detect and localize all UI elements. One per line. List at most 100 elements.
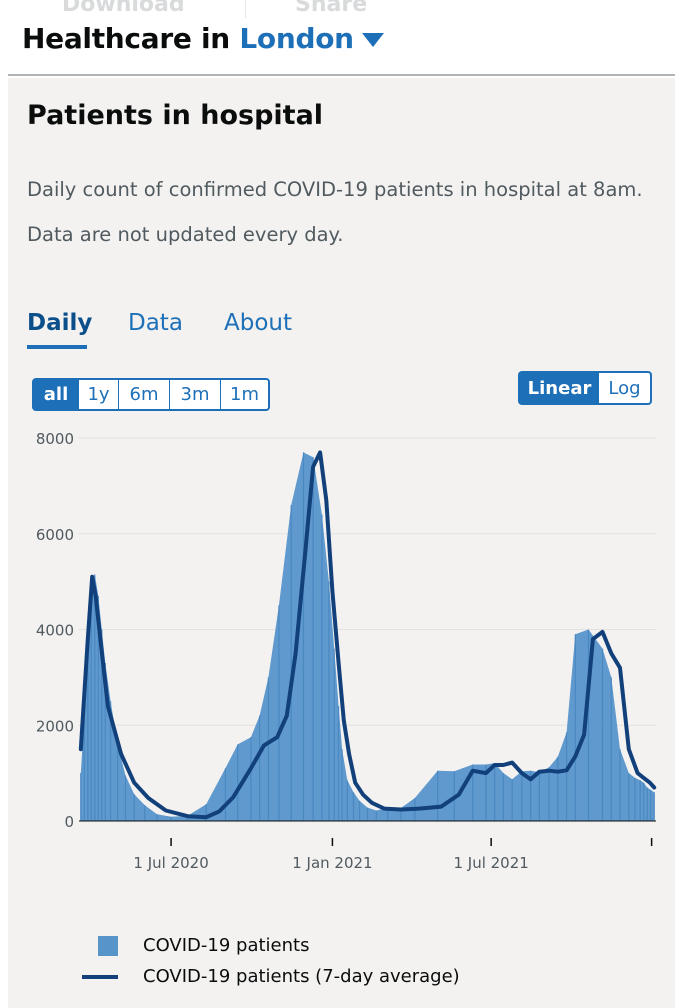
bar [312, 457, 314, 821]
tab-data[interactable]: Data [128, 310, 183, 336]
bar [639, 780, 641, 821]
tab-daily[interactable]: Daily [27, 310, 93, 336]
bar [634, 777, 636, 821]
series-line-7-day-average [78, 450, 657, 820]
bar [97, 595, 99, 821]
bar [321, 514, 323, 821]
bar [653, 792, 655, 821]
bar [538, 772, 540, 821]
bar [366, 807, 369, 821]
bar [224, 768, 227, 821]
bar [104, 663, 106, 821]
bar [259, 715, 261, 821]
bar [144, 805, 146, 821]
bar [94, 574, 96, 821]
bar [237, 744, 239, 821]
header-divider [8, 74, 675, 76]
page-title: Healthcare in London [22, 22, 384, 55]
time-range-selector: all 1y 6m 3m 1m [32, 378, 270, 411]
bar [587, 629, 590, 821]
bar [124, 775, 127, 821]
range-6m-button[interactable]: 6m [118, 380, 169, 409]
tab-about[interactable]: About [224, 310, 293, 336]
caret-down-icon[interactable] [361, 33, 384, 47]
divider [245, 0, 246, 18]
bar [352, 792, 355, 821]
bar [574, 634, 576, 821]
bar [502, 773, 505, 821]
bar [643, 782, 645, 821]
bar [205, 804, 207, 821]
bars-area [80, 452, 655, 821]
legend-label-line: COVID-19 patients (7-day average) [143, 966, 460, 987]
area-selector[interactable]: London [239, 22, 384, 55]
bar [90, 586, 92, 821]
bar [250, 737, 252, 821]
top-actions-bar: Download Share [40, 0, 440, 18]
range-all-button[interactable]: all [34, 380, 78, 409]
bar [511, 779, 513, 821]
bar [87, 639, 89, 821]
card-title: Patients in hospital [27, 100, 324, 131]
bar [472, 764, 474, 821]
active-tab-indicator [27, 345, 87, 349]
bar [619, 749, 621, 821]
bar [521, 771, 523, 821]
bar [101, 629, 103, 821]
bar [530, 770, 532, 821]
scale-linear-button[interactable]: Linear [520, 373, 599, 403]
bar [337, 706, 340, 821]
bar [170, 816, 172, 821]
x-tick-label: 1 Jan 2021 [292, 854, 372, 872]
bar [375, 810, 377, 821]
scale-log-button[interactable]: Log [608, 377, 641, 399]
bar [278, 605, 280, 821]
legend-item-bars: COVID-19 patients [98, 935, 309, 956]
bar [359, 800, 361, 821]
y-tick-label: 6000 [36, 526, 74, 544]
bar [494, 763, 496, 821]
bar [557, 756, 559, 821]
scale-selector: Linear Log [518, 371, 652, 405]
bar [437, 770, 439, 821]
bar [646, 787, 648, 821]
bar [290, 505, 292, 821]
bar [346, 780, 348, 821]
bar [601, 648, 604, 821]
download-button[interactable]: Download [62, 0, 185, 17]
card-description: Daily count of confirmed COVID-19 patien… [27, 178, 643, 201]
bar [187, 815, 189, 821]
x-tick-label: 1 Jul 2021 [453, 854, 528, 872]
share-button[interactable]: Share [295, 0, 368, 17]
bar [328, 581, 330, 821]
legend-label-bars: COVID-19 patients [143, 935, 310, 956]
legend-swatch-bars [98, 936, 118, 956]
y-tick-label: 4000 [36, 622, 74, 640]
x-tick-label: 1 Jul 2020 [133, 854, 208, 872]
bar [267, 677, 270, 821]
bar [80, 773, 82, 821]
bar [387, 808, 389, 821]
bar [302, 452, 305, 821]
bar [400, 808, 402, 821]
bar [156, 814, 158, 821]
bar [116, 744, 119, 821]
range-1y-button[interactable]: 1y [78, 380, 118, 409]
bar [628, 773, 630, 821]
y-tick-label: 0 [64, 813, 74, 831]
range-3m-button[interactable]: 3m [169, 380, 220, 409]
bar [565, 732, 568, 821]
legend-swatch-line [82, 975, 118, 979]
bar [548, 767, 550, 821]
bar [650, 789, 652, 821]
bar [109, 701, 112, 821]
y-tick-label: 8000 [36, 430, 74, 448]
hospital-patients-chart: 0 2000 4000 6000 8000 1 Jul 2020 1 Jan 2021 1 J… [36, 430, 657, 872]
area-name[interactable]: London [239, 22, 354, 55]
bar [133, 794, 135, 821]
card-background [8, 78, 675, 1008]
range-1m-button[interactable]: 1m [220, 380, 268, 409]
bar [485, 764, 487, 821]
bar [610, 677, 612, 821]
legend-item-line: COVID-19 patients (7-day average) [82, 966, 460, 987]
